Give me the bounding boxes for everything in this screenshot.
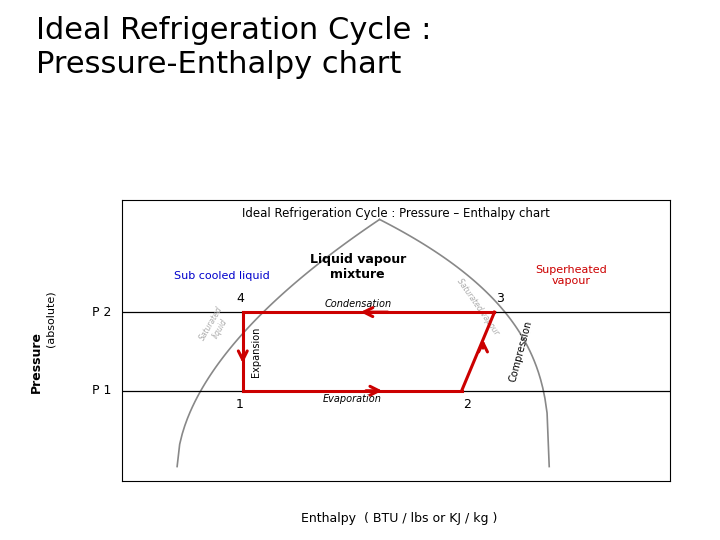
Text: P 1: P 1 xyxy=(92,384,112,397)
Text: Sub cooled liquid: Sub cooled liquid xyxy=(174,271,270,281)
Text: (absolute): (absolute) xyxy=(45,291,55,347)
Text: Enthalpy  ( BTU / lbs or KJ / kg ): Enthalpy ( BTU / lbs or KJ / kg ) xyxy=(302,512,498,525)
Text: 1: 1 xyxy=(236,398,244,411)
Text: Evaporation: Evaporation xyxy=(323,394,382,403)
Text: Expansion: Expansion xyxy=(251,326,261,376)
Text: Pressure: Pressure xyxy=(30,331,42,393)
Text: 2: 2 xyxy=(463,398,471,411)
Text: Compression: Compression xyxy=(508,320,534,383)
Text: 3: 3 xyxy=(496,292,504,305)
Text: 4: 4 xyxy=(236,292,244,305)
Text: Ideal Refrigeration Cycle : Pressure – Enthalpy chart: Ideal Refrigeration Cycle : Pressure – E… xyxy=(242,207,550,220)
Text: Superheated
vapour: Superheated vapour xyxy=(535,265,607,286)
Text: P 2: P 2 xyxy=(92,306,112,319)
Text: Saturated vapour: Saturated vapour xyxy=(455,276,501,336)
Text: Condensation: Condensation xyxy=(324,299,391,309)
Text: Liquid vapour
mixture: Liquid vapour mixture xyxy=(310,253,406,281)
Text: Ideal Refrigeration Cycle :
Pressure-Enthalpy chart: Ideal Refrigeration Cycle : Pressure-Ent… xyxy=(36,16,431,79)
Text: Saturated
liquid: Saturated liquid xyxy=(197,305,233,347)
